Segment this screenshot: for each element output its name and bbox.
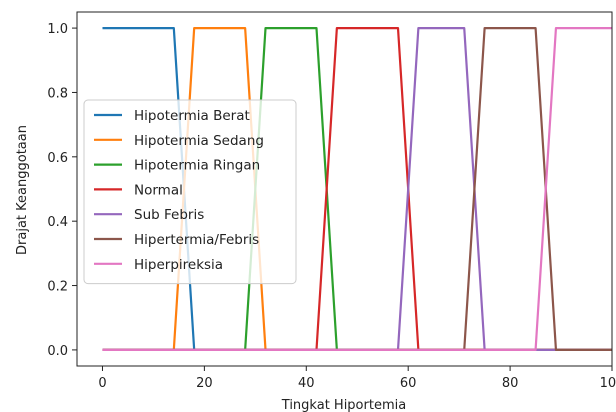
x-tick-label: 100	[600, 376, 616, 391]
y-tick-label: 1.0	[47, 22, 68, 37]
legend: Hipotermia Berat Hipotermia Sedang Hipoter…	[83, 99, 297, 285]
legend-entry: Hipotermia Sedang	[134, 133, 264, 149]
legend-entry: Hipertermia/Febris	[134, 232, 259, 248]
legend-entry: Hipotermia Ringan	[134, 158, 260, 174]
axes-layer: 0 20 40 60 80 100 0.0 0.2 0.4 0.6 0.8 1.0	[47, 11, 616, 391]
y-tick-label: 0.4	[47, 215, 68, 230]
y-tick-label: 0.6	[47, 151, 68, 166]
legend-entry: Normal	[134, 182, 183, 198]
y-tick-label: 0.2	[47, 280, 68, 295]
y-tick-label: 0.0	[47, 344, 68, 359]
x-tick-label: 0	[98, 376, 106, 391]
legend-entry: Sub Febris	[134, 207, 204, 223]
legend-entry: Hiperpireksia	[134, 257, 223, 273]
x-axis-label: Tingkat Hiportemia	[281, 398, 406, 412]
x-tick-label: 20	[196, 376, 213, 391]
legend-entry: Hipotermia Berat	[134, 108, 250, 124]
y-axis-label: Drajat Keanggotaan	[15, 125, 30, 255]
legend-box	[83, 99, 297, 285]
x-tick-label: 80	[502, 376, 519, 391]
x-tick-label: 60	[400, 376, 417, 391]
axes-frame	[76, 11, 613, 367]
x-tick-label: 40	[298, 376, 315, 391]
series-layer	[102, 26, 612, 352]
y-tick-label: 0.8	[47, 86, 68, 101]
series-line-7	[102, 26, 612, 352]
